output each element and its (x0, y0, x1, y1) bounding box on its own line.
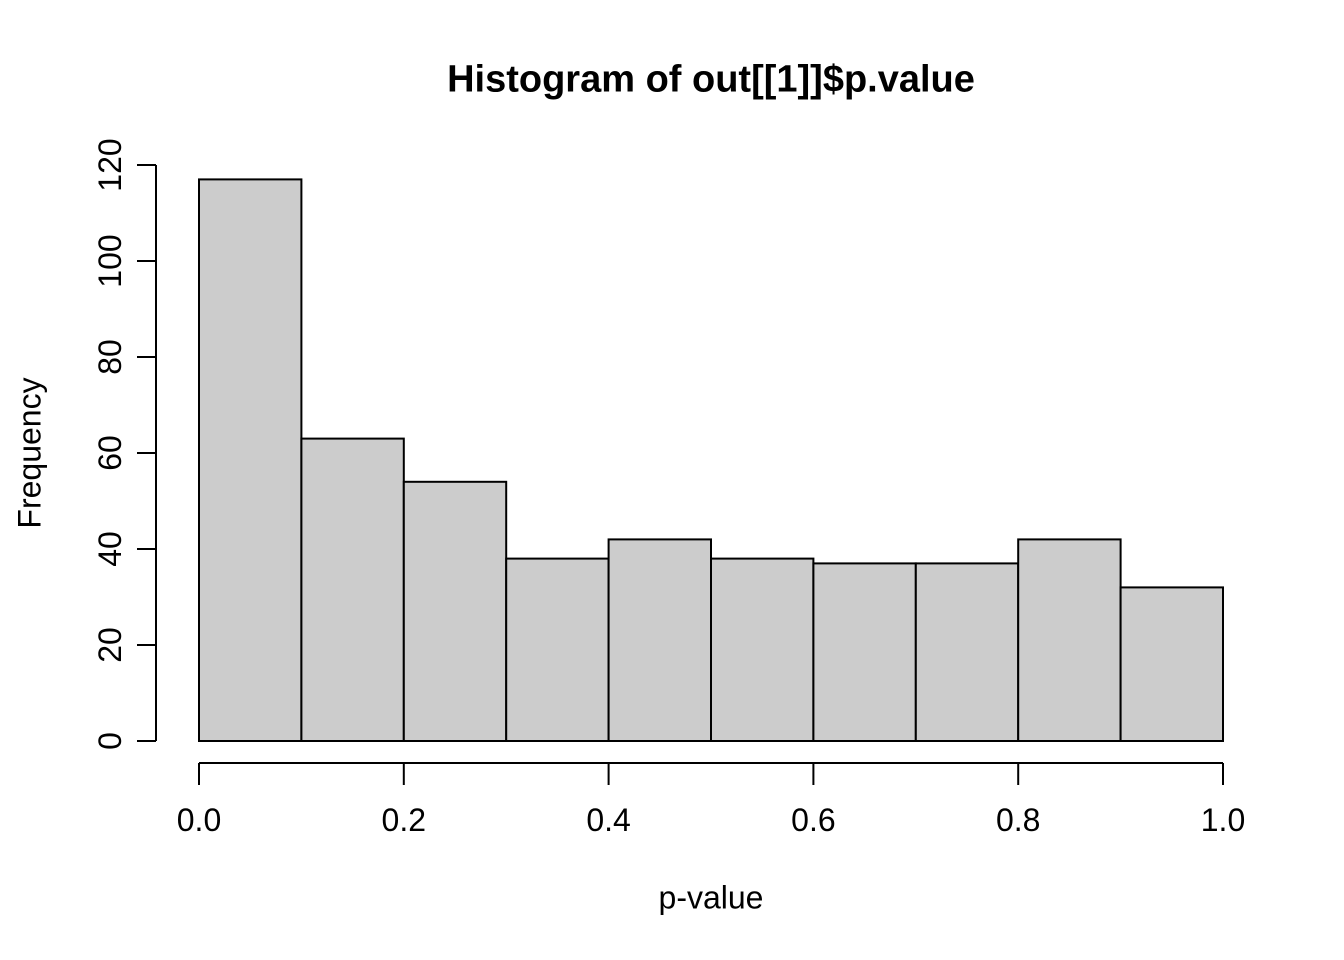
histogram-bar (198, 178, 303, 742)
chart-title: Histogram of out[[1]]$p.value (447, 58, 975, 101)
y-axis-tick-label: 0 (92, 732, 128, 750)
histogram-bar (812, 562, 917, 743)
histogram-bar (710, 557, 815, 742)
x-axis-tick-label: 0.4 (586, 802, 630, 838)
y-axis-title: Frequency (11, 377, 48, 529)
histogram-bar (300, 437, 405, 742)
histogram-bar (1119, 586, 1224, 743)
y-axis-tick-label: 20 (92, 627, 128, 663)
y-axis-tick-label: 100 (92, 234, 128, 287)
x-axis-tick-label: 0.8 (996, 802, 1040, 838)
x-axis-tick-label: 0.6 (791, 802, 835, 838)
x-axis-tick-label: 0.0 (177, 802, 221, 838)
x-axis-tick-label: 1.0 (1201, 802, 1245, 838)
histogram-bar (607, 538, 712, 743)
y-axis-tick-label: 80 (92, 339, 128, 375)
y-axis-tick-label: 120 (92, 138, 128, 191)
histogram-bar (914, 562, 1020, 743)
x-axis-title: p-value (658, 879, 764, 916)
x-axis-tick-label: 0.2 (382, 802, 426, 838)
y-axis-tick-label: 60 (92, 435, 128, 471)
histogram-bar (505, 557, 610, 742)
histogram-bar (402, 480, 508, 742)
histogram-bar (1017, 538, 1122, 743)
y-axis-tick-label: 40 (92, 531, 128, 567)
